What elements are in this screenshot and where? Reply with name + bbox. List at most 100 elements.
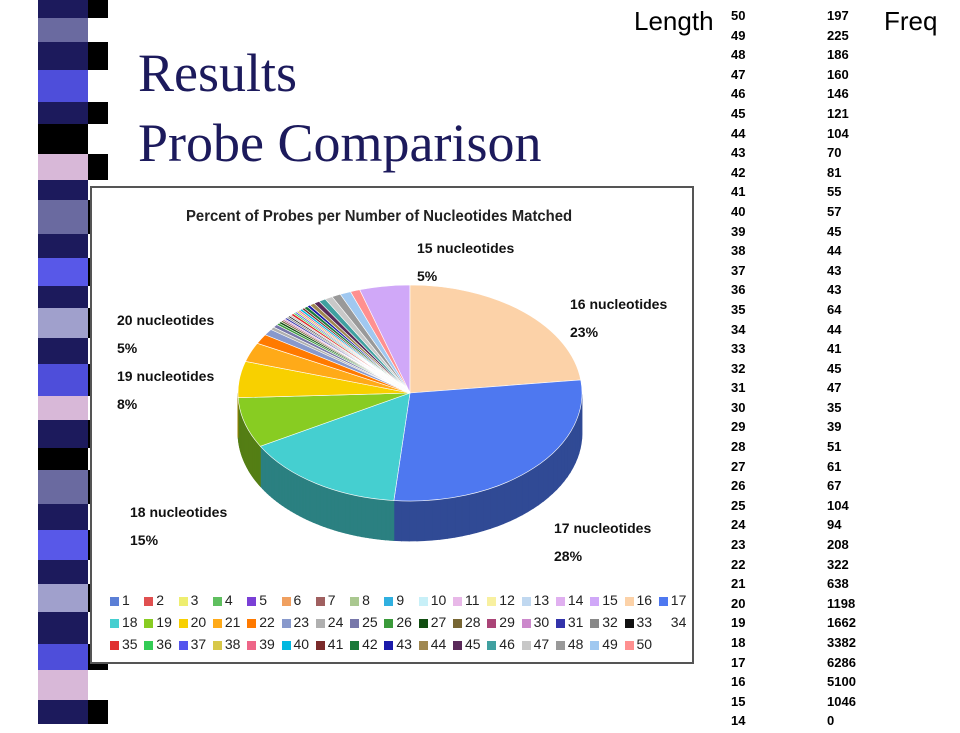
pie-slice-side — [335, 490, 339, 531]
freq-cell: 43 — [827, 263, 841, 279]
pie-slice-side — [361, 497, 365, 538]
legend-swatch — [590, 641, 599, 650]
legend-item: 19 — [144, 614, 172, 630]
pie-slice-side — [432, 499, 440, 540]
pie-slice-side — [378, 499, 382, 539]
legend-label: 43 — [396, 636, 412, 652]
pie-slice-side — [327, 488, 331, 529]
legend-item: 6 — [282, 592, 302, 608]
stripe-block — [38, 420, 88, 448]
stripe-block — [38, 448, 88, 470]
pie-slice-side — [331, 489, 335, 530]
length-cell: 34 — [731, 322, 745, 338]
pie-slice-side — [346, 493, 350, 534]
pie-slice-side — [561, 441, 565, 485]
legend-label: 21 — [225, 614, 241, 630]
legend-item: 5 — [247, 592, 267, 608]
pie-slice-side — [369, 498, 373, 539]
pie-slice-side — [510, 478, 516, 521]
stripe-block — [38, 102, 88, 124]
freq-cell: 0 — [827, 713, 834, 729]
stripe-block — [38, 644, 88, 670]
pie-slice-side — [522, 472, 528, 515]
stripe-edge — [88, 670, 108, 700]
legend-item: 35 — [110, 636, 138, 652]
stripe-block — [38, 530, 88, 560]
legend-item: 14 — [556, 592, 584, 608]
pie-slice-side — [567, 432, 570, 476]
legend-label: 39 — [259, 636, 275, 652]
length-cell: 35 — [731, 302, 745, 318]
stripe-edge — [88, 70, 108, 102]
length-cell: 45 — [731, 106, 745, 122]
legend-swatch — [625, 619, 634, 628]
legend-swatch — [179, 641, 188, 650]
legend-item: 28 — [453, 614, 481, 630]
legend-label: 17 — [671, 592, 687, 608]
legend-label: 29 — [499, 614, 515, 630]
stripe-block — [38, 396, 88, 420]
freq-cell: 1662 — [827, 615, 856, 631]
length-cell: 40 — [731, 204, 745, 220]
pie-slice-16 — [410, 285, 581, 393]
legend-label: 34 — [671, 614, 687, 630]
legend-item: 11 — [453, 592, 480, 608]
length-cell: 17 — [731, 655, 745, 671]
length-cell: 28 — [731, 439, 745, 455]
stripe-block — [38, 180, 88, 200]
legend-item: 36 — [144, 636, 172, 652]
legend-swatch — [625, 597, 634, 606]
legend-swatch — [144, 619, 153, 628]
length-cell: 43 — [731, 145, 745, 161]
length-cell: 39 — [731, 224, 745, 240]
legend-label: 40 — [294, 636, 310, 652]
stripe-block — [38, 286, 88, 308]
legend-item: 18 — [110, 614, 138, 630]
freq-cell: 47 — [827, 380, 841, 396]
legend-item: 26 — [384, 614, 412, 630]
length-cell: 42 — [731, 165, 745, 181]
pie-slice-side — [504, 481, 510, 524]
legend-item: 42 — [350, 636, 378, 652]
legend-swatch — [659, 597, 668, 606]
legend-swatch — [144, 641, 153, 650]
legend-label: 13 — [534, 592, 550, 608]
legend-item: 30 — [522, 614, 550, 630]
legend-label: 4 — [225, 592, 233, 608]
legend-label: 11 — [465, 592, 480, 608]
legend-label: 19 — [156, 614, 172, 630]
freq-cell: 638 — [827, 576, 849, 592]
pie-slice-side — [282, 465, 285, 507]
legend-item: 43 — [384, 636, 412, 652]
stripe-block — [38, 70, 88, 102]
freq-cell: 225 — [827, 28, 849, 44]
legend-label: 14 — [568, 592, 584, 608]
legend-label: 41 — [328, 636, 344, 652]
data-label-name: 17 nucleotides — [554, 520, 651, 536]
pie-slice-side — [294, 473, 297, 515]
stripe-block — [38, 700, 88, 724]
data-label-name: 19 nucleotides — [117, 368, 214, 384]
legend-item: 37 — [179, 636, 207, 652]
legend-swatch — [522, 619, 531, 628]
legend-item: 22 — [247, 614, 275, 630]
legend-item: 24 — [316, 614, 344, 630]
stripe-block — [38, 612, 88, 644]
legend-label: 3 — [191, 592, 199, 608]
pie-chart-svg — [92, 188, 692, 662]
data-label-percent: 15% — [130, 532, 158, 548]
data-label-name: 20 nucleotides — [117, 312, 214, 328]
pie-slice-side — [291, 471, 294, 513]
legend-swatch — [556, 619, 565, 628]
freq-cell: 1198 — [827, 596, 855, 612]
legend-label: 49 — [602, 636, 618, 652]
length-cell: 32 — [731, 361, 745, 377]
data-label-name: 18 nucleotides — [130, 504, 227, 520]
